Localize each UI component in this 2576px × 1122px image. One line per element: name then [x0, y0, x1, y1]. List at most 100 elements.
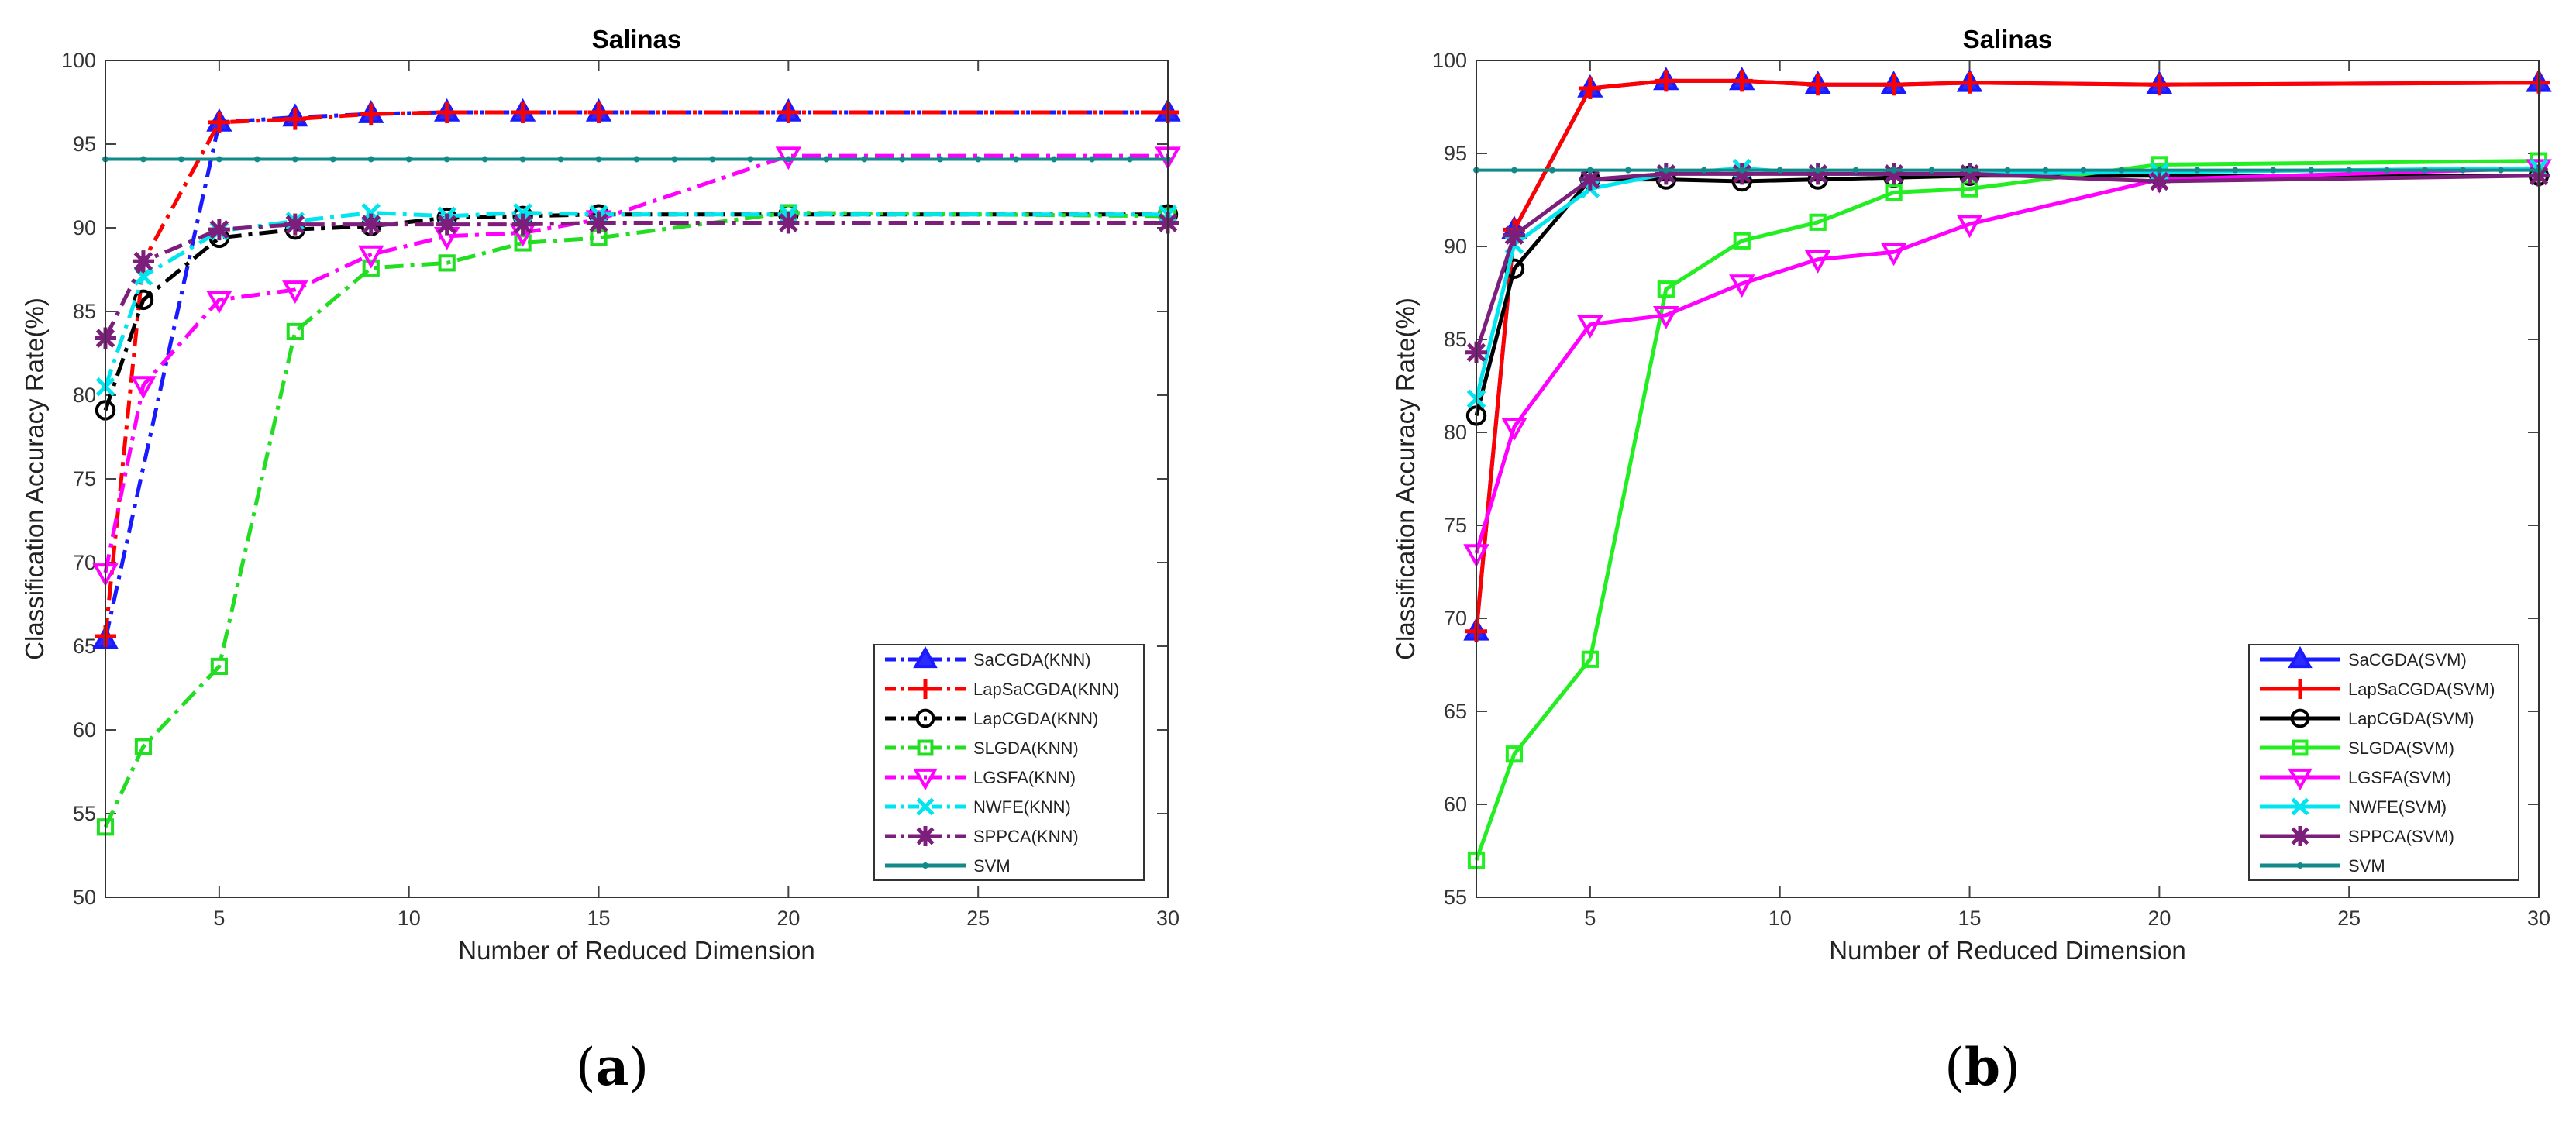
chart-b-ytick-label: 65 [1444, 700, 1467, 723]
chart-b-series-point [1657, 280, 1675, 298]
chart-a-series-point [747, 156, 754, 163]
chart-b-legend-marker [2292, 739, 2309, 756]
chart-a-ytick-label: 65 [73, 635, 96, 658]
panel-label-a-close: ) [629, 1038, 649, 1097]
chart-b-legend-entry: SLGDA(SVM) [2348, 738, 2454, 758]
chart-a-series-point [709, 156, 716, 163]
chart-a-series-point [282, 280, 308, 305]
chart-a-series-point [937, 156, 944, 163]
chart-a-series-point [975, 156, 982, 163]
chart-a-ytick-label: 50 [73, 886, 96, 909]
chart-a-series-point [777, 212, 800, 234]
chart-a-series-point [362, 259, 380, 277]
chart-a-series-point [139, 156, 146, 163]
chart-b-series-point [1733, 232, 1751, 250]
chart-a-legend-entry: LapCGDA(KNN) [973, 709, 1098, 728]
chart-b: 55 60 65 70 75 80 85 90 95 100 5 10 15 20 25 30 Salinas N… [1391, 25, 2552, 965]
chart-a-ytick-label: 60 [73, 718, 96, 742]
chart-b-series-line [1474, 171, 2540, 353]
chart-a-series-point [443, 156, 450, 163]
chart-a-legend-entry: SVM [973, 856, 1011, 876]
chart-b-series-point [1624, 167, 1631, 174]
chart-b-xtick-label: 5 [1584, 907, 1596, 930]
chart-b-series-point [1586, 167, 1593, 174]
chart-b-series-point [2156, 167, 2163, 174]
chart-b-series-point [1928, 167, 1935, 174]
chart-a-ytick-label: 85 [73, 300, 96, 323]
chart-a-series-point [785, 156, 792, 163]
chart-b-ytick-label: 75 [1444, 514, 1467, 537]
chart-a-series-point [1127, 156, 1134, 163]
chart-b-series-point [1882, 163, 1905, 185]
chart-a-series-point [511, 101, 534, 123]
chart-a-legend-entry: SPPCA(KNN) [973, 827, 1079, 846]
chart-a-series-point [633, 156, 640, 163]
chart-a-series-point [367, 156, 374, 163]
chart-a-series-point [291, 156, 298, 163]
chart-a-series-point [329, 156, 336, 163]
panel-label-b-open: ( [1944, 1038, 1965, 1097]
chart-b-legend-entry: SPPCA(SVM) [2348, 827, 2454, 846]
chart-a-legend-entry: LapSaCGDA(KNN) [973, 680, 1119, 699]
chart-a-ytick-label: 100 [61, 49, 96, 72]
chart-a-series-point [210, 657, 228, 676]
chart-b-series-point [1806, 163, 1829, 185]
chart-b-series-point [1776, 167, 1783, 174]
chart-a-legend-marker [915, 679, 935, 699]
chart-a-xtick-label: 20 [777, 907, 800, 930]
chart-b-series-point [1806, 74, 1829, 96]
chart-b-legend-marker [2297, 862, 2303, 869]
chart-a-series-point [1013, 156, 1020, 163]
chart-b-ytick-label: 55 [1444, 886, 1467, 909]
chart-a: 50 55 60 65 70 75 80 85 90 95 100 5 10 15 20 25 30 Salina… [20, 25, 1181, 965]
chart-a-ytick-label: 95 [73, 133, 96, 156]
chart-a-xtick-label: 15 [587, 907, 611, 930]
chart-a-legend-marker [922, 862, 928, 869]
chart-a-series-point [215, 156, 222, 163]
chart-a-ytick-label: 80 [73, 384, 96, 407]
chart-b-series-point [2194, 167, 2201, 174]
chart-a-series-point [587, 212, 610, 234]
chart-a-series-point [436, 101, 458, 123]
chart-b-series-point [1581, 650, 1599, 668]
chart-b-series-point [1804, 250, 1831, 274]
chart-a-xtick-label: 10 [398, 907, 421, 930]
chart-b-series-point [2232, 167, 2239, 174]
chart-b-series-point [2042, 167, 2049, 174]
chart-a-series-point [286, 322, 304, 341]
chart-b-series-point [1852, 167, 1859, 174]
chart-b-ytick-label: 70 [1444, 607, 1467, 630]
chart-a-series-point [511, 213, 534, 236]
panel-label-b: (b) [1905, 1037, 2060, 1097]
chart-a-y-axis-label: Classification Accuracy Rate(%) [20, 298, 49, 660]
chart-a-ytick-label: 75 [73, 467, 96, 490]
chart-b-series-point [2118, 167, 2125, 174]
panel-label-b-letter: b [1964, 1037, 2001, 1097]
chart-b-legend: SaCGDA(SVM) LapSaCGDA(SVM) LapCGDA(SVM) SLG… [2248, 644, 2519, 881]
chart-b-ytick-label: 95 [1444, 142, 1467, 165]
panel-label-a: (a) [535, 1037, 690, 1097]
chart-b-series-point [1577, 315, 1603, 339]
chart-a-ytick-label: 90 [73, 216, 96, 239]
chart-a-axes-frame [105, 60, 1169, 898]
chart-a-legend-marker [917, 739, 934, 756]
chart-a-legend-entry: NWFE(KNN) [973, 797, 1071, 817]
chart-a-series-line [103, 110, 1168, 637]
chart-a-legend-entry: SLGDA(KNN) [973, 738, 1079, 758]
chart-a-series-point [253, 156, 260, 163]
chart-a-series-point [1051, 156, 1058, 163]
chart-a-series-point [360, 103, 382, 126]
chart-b-x-axis-label: Number of Reduced Dimension [1829, 936, 2185, 965]
chart-b-series-point [1814, 167, 1821, 174]
chart-a-series-point [134, 738, 153, 755]
chart-a-x-axis-label: Number of Reduced Dimension [458, 936, 814, 965]
chart-b-legend-marker [2288, 645, 2313, 669]
chart-b-series-point [1548, 167, 1555, 174]
chart-a-legend-marker [915, 826, 935, 846]
chart-b-legend-entry: LapSaCGDA(SVM) [2348, 680, 2495, 699]
chart-b-series-point [1890, 167, 1897, 174]
chart-b-series-point [1655, 163, 1677, 185]
chart-b-ytick-label: 80 [1444, 421, 1467, 444]
chart-b-series-point [2148, 74, 2171, 96]
